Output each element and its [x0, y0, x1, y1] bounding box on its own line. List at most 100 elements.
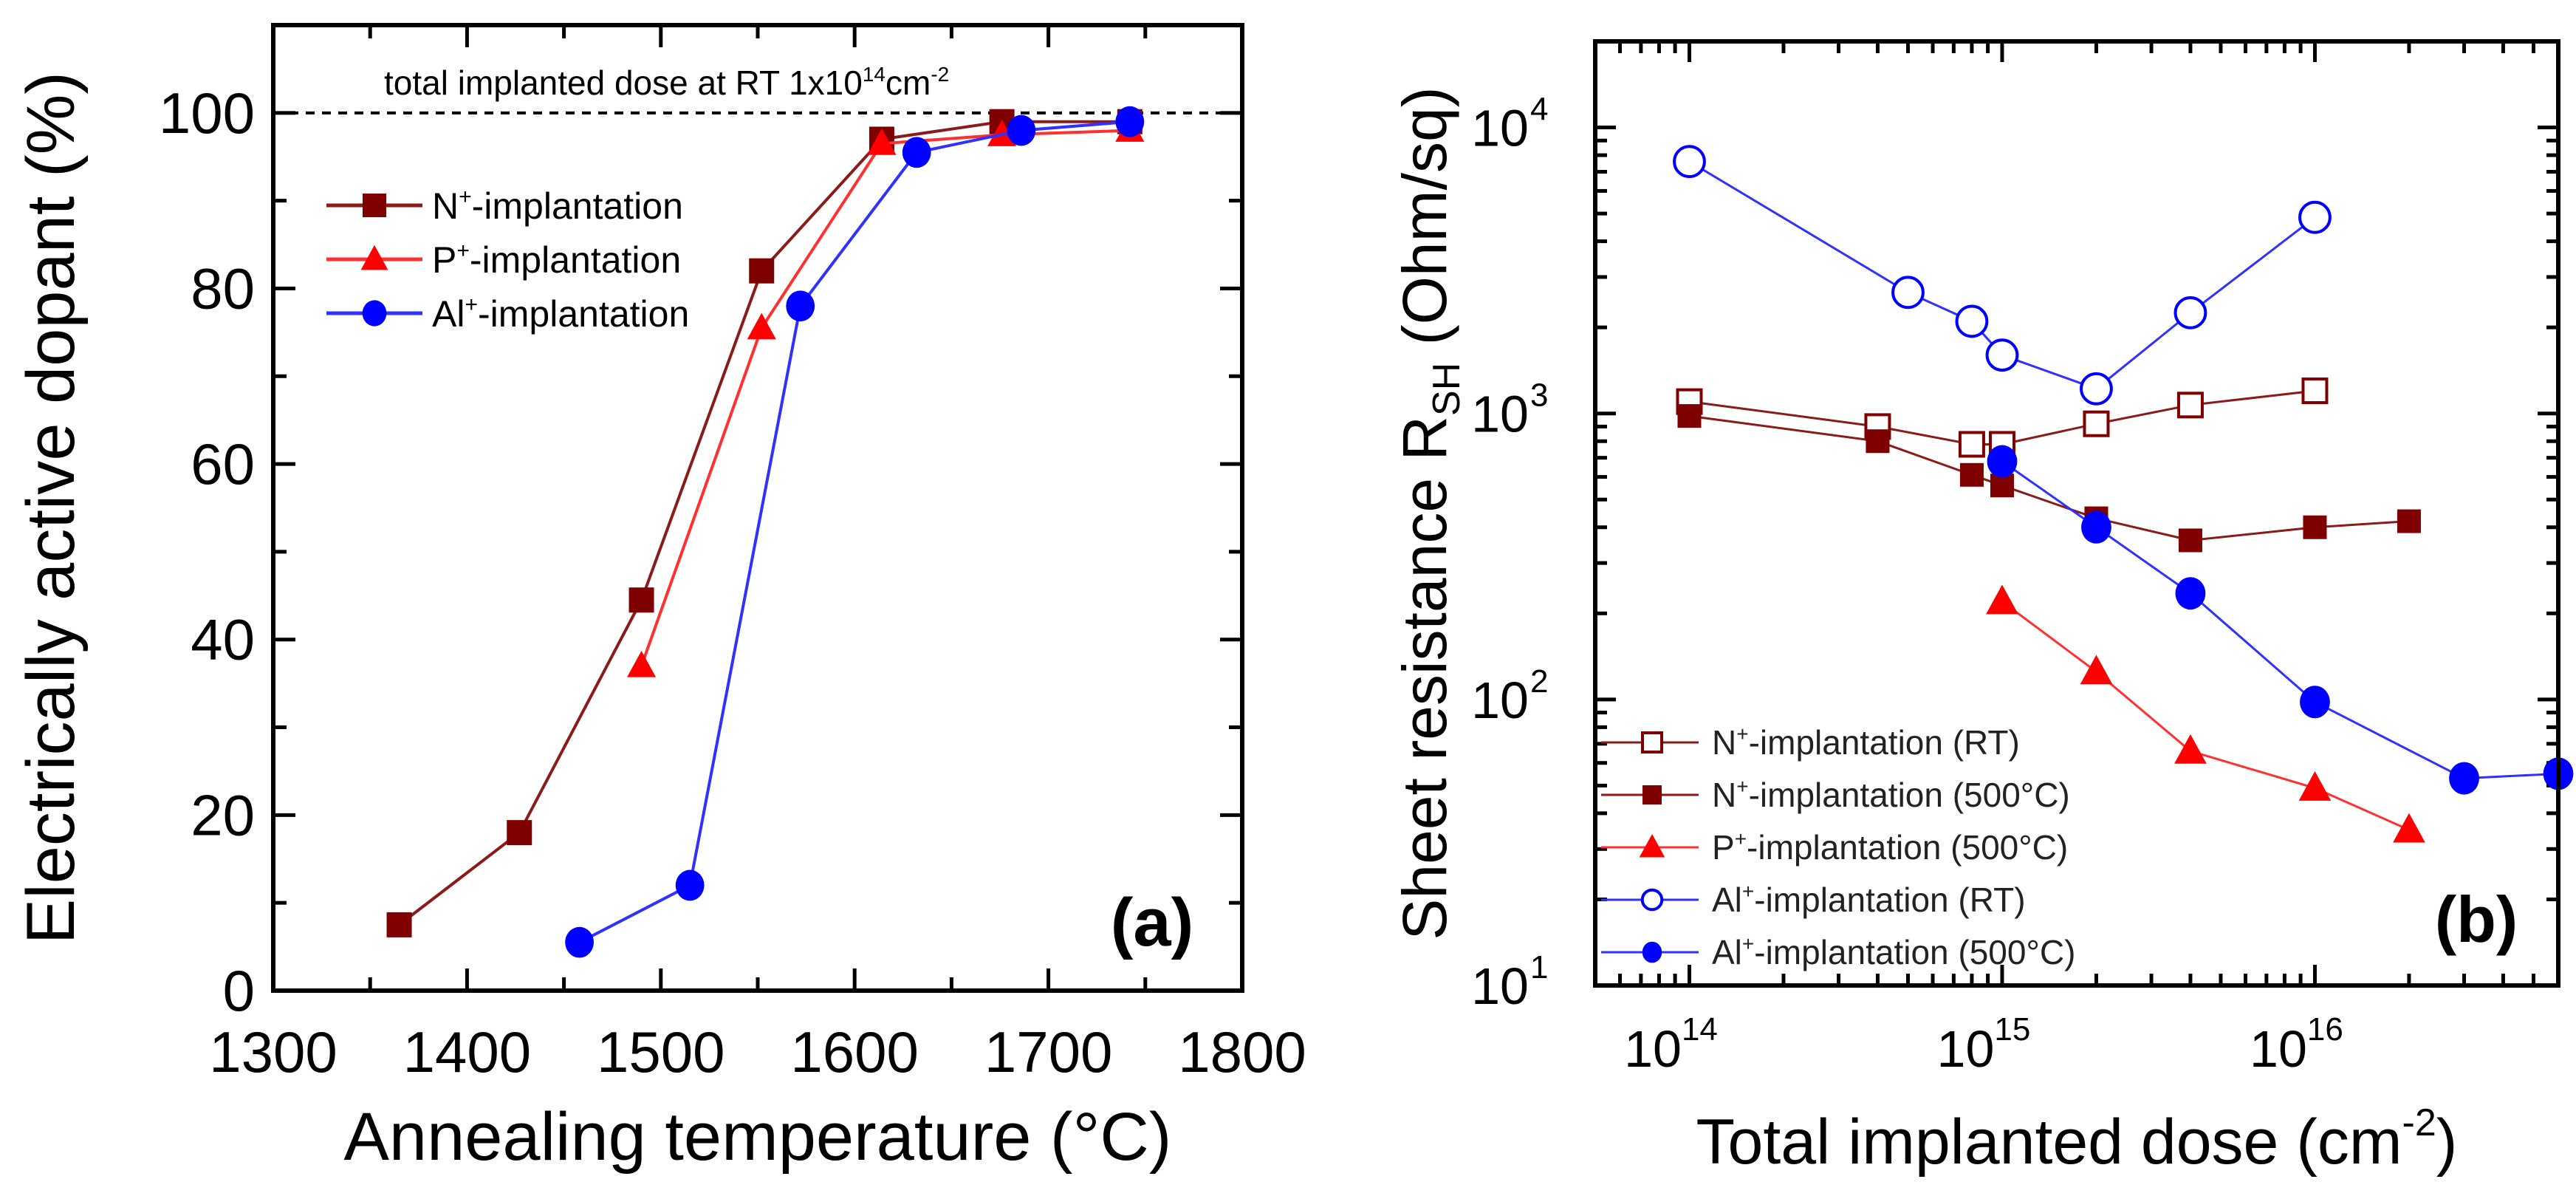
y-tick-label: 20	[191, 782, 255, 847]
legend-ion: Al	[432, 293, 465, 335]
series-al-500c	[1987, 445, 2574, 795]
data-point	[747, 312, 776, 340]
annotation-unit: cm	[886, 64, 931, 102]
data-point	[507, 820, 532, 846]
x-axis-title: Total implanted dose (cm-2)	[1696, 1101, 2458, 1178]
x-tick-label: 1400	[403, 1019, 532, 1084]
y-tick-label: 10	[1471, 672, 1529, 729]
x-tick-label: 1600	[790, 1019, 919, 1084]
tick-exp: 16	[2307, 1011, 2343, 1048]
x-tick-label: 1014	[1624, 1011, 1718, 1078]
x-tick-label: 1700	[984, 1019, 1113, 1084]
legend-label: Al+-implantation (RT)	[1712, 880, 2026, 919]
legend-ion: N	[1712, 723, 1736, 762]
data-point	[1673, 145, 1706, 179]
annotation-text: total implanted dose at RT 1x10	[384, 64, 863, 102]
y-tick-exp: 2	[1530, 663, 1548, 700]
data-point	[2301, 377, 2329, 405]
data-point	[2080, 655, 2113, 685]
series-p-500c	[1986, 584, 2425, 843]
data-point	[1986, 584, 2018, 615]
legend-item-al: Al+-implantation	[326, 293, 689, 335]
legend-item-1: N+-implantation (500°C)	[1601, 775, 2070, 814]
data-point	[2083, 410, 2110, 437]
series-n-implantation	[386, 109, 1143, 937]
data-point	[628, 587, 654, 613]
tick-base: 10	[1937, 1020, 1995, 1078]
series-line	[1689, 414, 2410, 541]
y-tick-label: 10	[1471, 957, 1529, 1015]
legend-rest: -implantation (500°C)	[1749, 776, 2070, 814]
series-n-rt	[1676, 377, 2329, 458]
legend-item-3: Al+-implantation (RT)	[1601, 880, 2026, 919]
tick-base: 10	[2250, 1020, 2307, 1078]
legend-ion: Al	[1712, 933, 1742, 971]
series-al-rt	[1673, 145, 2332, 406]
data-point	[2397, 509, 2421, 533]
data-point	[565, 926, 594, 958]
tick-base: 10	[1624, 1020, 1682, 1078]
legend-rest: -implantation (500°C)	[1754, 933, 2075, 971]
tick-base: 10	[1471, 100, 1529, 157]
legend-marker	[360, 245, 388, 270]
data-point	[675, 869, 705, 901]
data-point	[2393, 813, 2425, 843]
legend-label: Al+-implantation (500°C)	[1712, 932, 2075, 971]
legend-sup: +	[1742, 880, 1754, 903]
y-title-text: Sheet resistance R	[1390, 416, 1459, 940]
data-point	[987, 120, 1017, 146]
x-tick-label: 1015	[1937, 1011, 2031, 1078]
tick-base: 10	[1471, 386, 1529, 443]
tick-base: 10	[1471, 957, 1529, 1015]
legend-label: P+-implantation (500°C)	[1712, 827, 2068, 867]
legend-sup: +	[1735, 827, 1747, 850]
legend-rest: -implantation (500°C)	[1747, 828, 2068, 867]
data-point	[1959, 462, 1984, 487]
y-tick-exp: 1	[1530, 949, 1548, 985]
data-point	[2303, 515, 2327, 539]
legend-ion: P	[1712, 828, 1735, 867]
data-point	[1955, 304, 1989, 338]
legend-ion: N	[432, 185, 459, 227]
y-axis-title: Sheet resistance RSH (Ohm/sq)	[1390, 86, 1468, 940]
data-point	[786, 290, 815, 322]
legend-sup: +	[459, 185, 472, 209]
data-point	[1958, 431, 1985, 458]
legend-item-p: P+-implantation	[326, 239, 681, 281]
y-tick-label: 100	[159, 81, 255, 146]
legend-label: P+-implantation	[432, 239, 681, 281]
data-point	[2176, 392, 2204, 419]
data-point	[2298, 770, 2332, 801]
data-point	[2300, 686, 2330, 719]
data-point	[1677, 404, 1702, 428]
x-tick-label: 1500	[597, 1019, 725, 1084]
plot-frame	[1593, 39, 2560, 988]
x-tick-label: 1800	[1178, 1019, 1306, 1084]
series-n-500c	[1677, 404, 2421, 553]
data-point	[2080, 372, 2113, 406]
legend-item-n: N+-implantation	[326, 185, 683, 227]
legend-marker	[1642, 785, 1662, 804]
legend-label: N+-implantation (500°C)	[1712, 775, 2070, 814]
legend-marker	[1641, 731, 1663, 754]
tick-exp: 15	[1994, 1011, 2030, 1048]
y-title-sub: SH	[1425, 363, 1468, 416]
legend-sup: +	[1736, 775, 1748, 798]
legend-label: Al+-implantation	[432, 293, 689, 335]
data-point	[2081, 510, 2111, 544]
data-point	[2298, 200, 2332, 234]
panel-label: (b)	[2435, 883, 2518, 956]
legend-ion: P	[432, 239, 456, 281]
x-tick-label: 1016	[2250, 1011, 2343, 1078]
legend-rest: -implantation	[470, 239, 681, 281]
y-tick-label: 10	[1471, 100, 1529, 157]
y-tick-label: 10	[1471, 386, 1529, 443]
data-point	[2174, 295, 2207, 329]
data-point	[627, 650, 657, 677]
y-tick-label: 40	[191, 607, 255, 672]
legend-rest: -implantation	[472, 185, 683, 227]
data-point	[2175, 577, 2206, 610]
series-p-implantation	[627, 115, 1145, 677]
legend-item-4: Al+-implantation (500°C)	[1601, 932, 2075, 971]
